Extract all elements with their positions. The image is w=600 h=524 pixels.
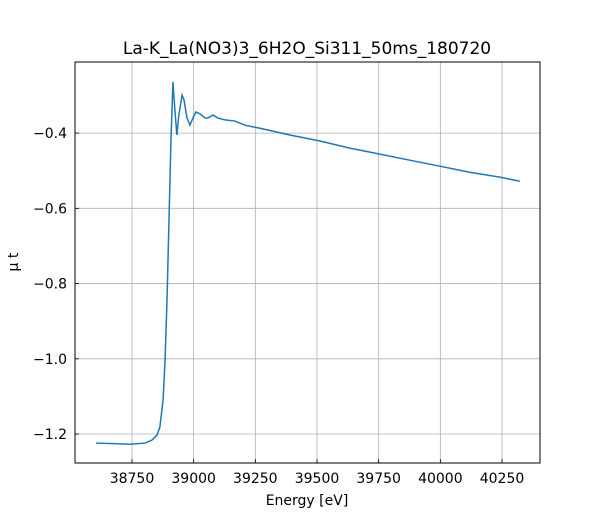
y-tick-label: −0.8 [33,277,67,293]
x-tick-label: 39000 [171,471,216,487]
x-tick-label: 40000 [418,471,463,487]
plot-frame [74,61,541,464]
x-tick-label: 40250 [480,471,525,487]
data-line [95,81,520,445]
y-tick-label: −0.4 [33,126,67,142]
x-tick-label: 39250 [233,471,278,487]
x-tick-label: 38750 [110,471,155,487]
x-tick-label: 39750 [356,471,401,487]
y-axis-label: μ t [6,252,22,271]
y-tick-label: −0.6 [33,201,67,217]
x-axis-label: Energy [eV] [266,493,349,509]
x-tick-label: 39500 [295,471,340,487]
y-tick-label: −1.2 [33,427,67,443]
chart-title: La-K_La(NO3)3_6H2O_Si311_50ms_180720 [123,39,491,59]
y-tick-label: −1.0 [33,352,67,368]
